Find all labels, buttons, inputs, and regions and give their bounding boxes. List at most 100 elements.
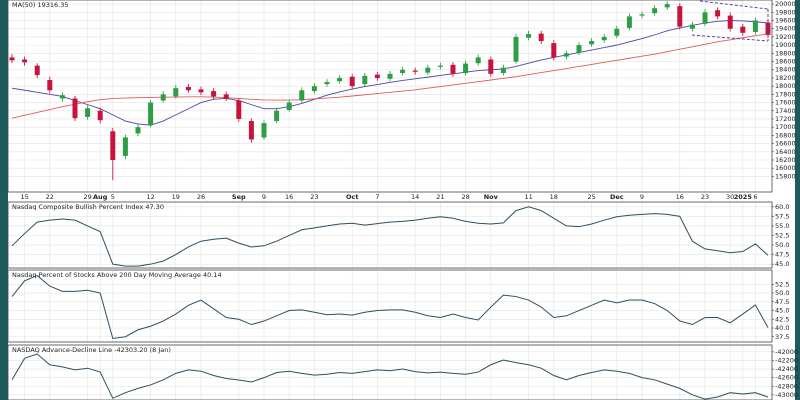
x-tick-label: 23 [701,193,709,201]
candle-body [551,43,557,58]
x-tick-label: 16 [676,193,684,201]
y-tick-label: -42800 [775,382,798,390]
x-tick-label: 5 [111,193,115,201]
y-tick-label: 52.5 [775,231,789,239]
candle-body [9,57,15,61]
y-tick-label: 55.0 [775,222,789,230]
candle-body [412,70,418,72]
y-tick-label: 16800 [775,131,796,139]
candle-body [727,15,733,29]
y-tick-label: 50.0 [775,241,789,249]
candle-body [97,110,103,121]
panel-title: MA(50) 19316.35 [12,1,68,9]
candle-body [337,77,343,82]
y-tick-label: 17600 [775,99,796,107]
x-tick-label: 11 [524,193,532,201]
y-tick-label: 17000 [775,123,796,131]
y-tick-label: 19000 [775,41,796,49]
x-tick-label: 14 [411,193,419,201]
x-tick-label: 6 [753,193,757,201]
x-tick-label: 28 [461,193,469,201]
panel-title: Nasdaq Percent of Stocks Above 200 Day M… [12,271,222,279]
y-tick-label: 15800 [775,172,796,180]
y-tick-label: 20000 [775,0,796,8]
x-tick-label: 25 [587,193,595,201]
y-tick-label: 47.5 [775,298,789,306]
indicator-line [11,353,769,400]
candle-body [639,14,645,16]
y-tick-label: 50.0 [775,289,789,297]
candle-body [526,34,532,38]
candle-body [563,53,569,57]
moving-average-line [11,33,769,119]
x-tick-label: 16 [285,193,293,201]
candle-body [374,74,380,78]
panel-frame [7,344,773,400]
y-tick-label: -42200 [775,356,798,364]
y-tick-label: 57.5 [775,212,789,220]
candle-body [85,108,91,117]
panel-title: NASDAQ Advance-Decline Line -42303.20 (8… [12,346,171,354]
candle-body [689,24,695,29]
candle-body [677,6,683,27]
candle-body [261,123,267,138]
panel-frame [7,269,773,343]
right-border [795,0,800,400]
candle-body [652,8,658,14]
candle-body [740,26,746,33]
candle-body [223,94,229,99]
x-tick-label: 9 [640,193,644,201]
candle-body [715,10,721,17]
y-tick-label: 19200 [775,33,796,41]
candle-body [160,94,166,101]
candle-body [752,20,758,32]
x-tick-label: 21 [436,193,444,201]
x-tick-label: 12 [146,193,154,201]
candle-body [236,100,242,119]
candle-body [122,137,128,156]
y-tick-label: 16400 [775,148,796,156]
y-tick-label: 17800 [775,90,796,98]
candle-body [362,75,368,85]
x-tick-label: 15 [20,193,28,201]
y-tick-label: 45.0 [775,307,789,315]
y-tick-label: 42.5 [775,315,789,323]
candle-body [22,59,28,63]
y-tick-label: 18200 [775,74,796,82]
indicator-line [11,275,769,340]
x-tick-label: Sep [232,193,246,201]
left-border [0,0,8,400]
x-tick-label: 18 [550,193,558,201]
candle-body [513,36,519,62]
panel-title: Nasdaq Composite Bullish Percent Index 4… [12,203,164,211]
candle-body [450,64,456,74]
plot-layer: 1580016000162001640016600168001700017200… [7,0,798,400]
x-tick-label: Dec [610,193,624,201]
y-tick-label: 17200 [775,115,796,123]
x-tick-label: 26 [197,193,205,201]
x-tick-label: 22 [46,193,54,201]
y-tick-label: 18400 [775,66,796,74]
indicator-line [11,206,769,267]
candle-body [437,65,443,67]
candle-body [286,102,292,110]
y-tick-label: 18600 [775,58,796,66]
y-tick-label: -42000 [775,348,798,356]
candle-body [500,67,506,74]
candle-body [463,63,469,74]
candle-body [576,45,582,53]
candle-body [488,59,494,74]
candle-body [589,41,595,45]
candle-body [274,110,280,122]
x-tick-label: 7 [375,193,379,201]
candle-body [702,12,708,24]
x-tick-label: Oct [346,193,359,201]
candle-body [198,89,204,93]
candle-body [148,102,154,126]
y-tick-label: 60.0 [775,203,789,211]
x-tick-label: 2025 [734,193,753,201]
y-tick-label: 52.5 [775,280,789,288]
y-tick-label: 16000 [775,164,796,172]
y-tick-label: 37.5 [775,333,789,341]
y-tick-label: 45.0 [775,260,789,268]
